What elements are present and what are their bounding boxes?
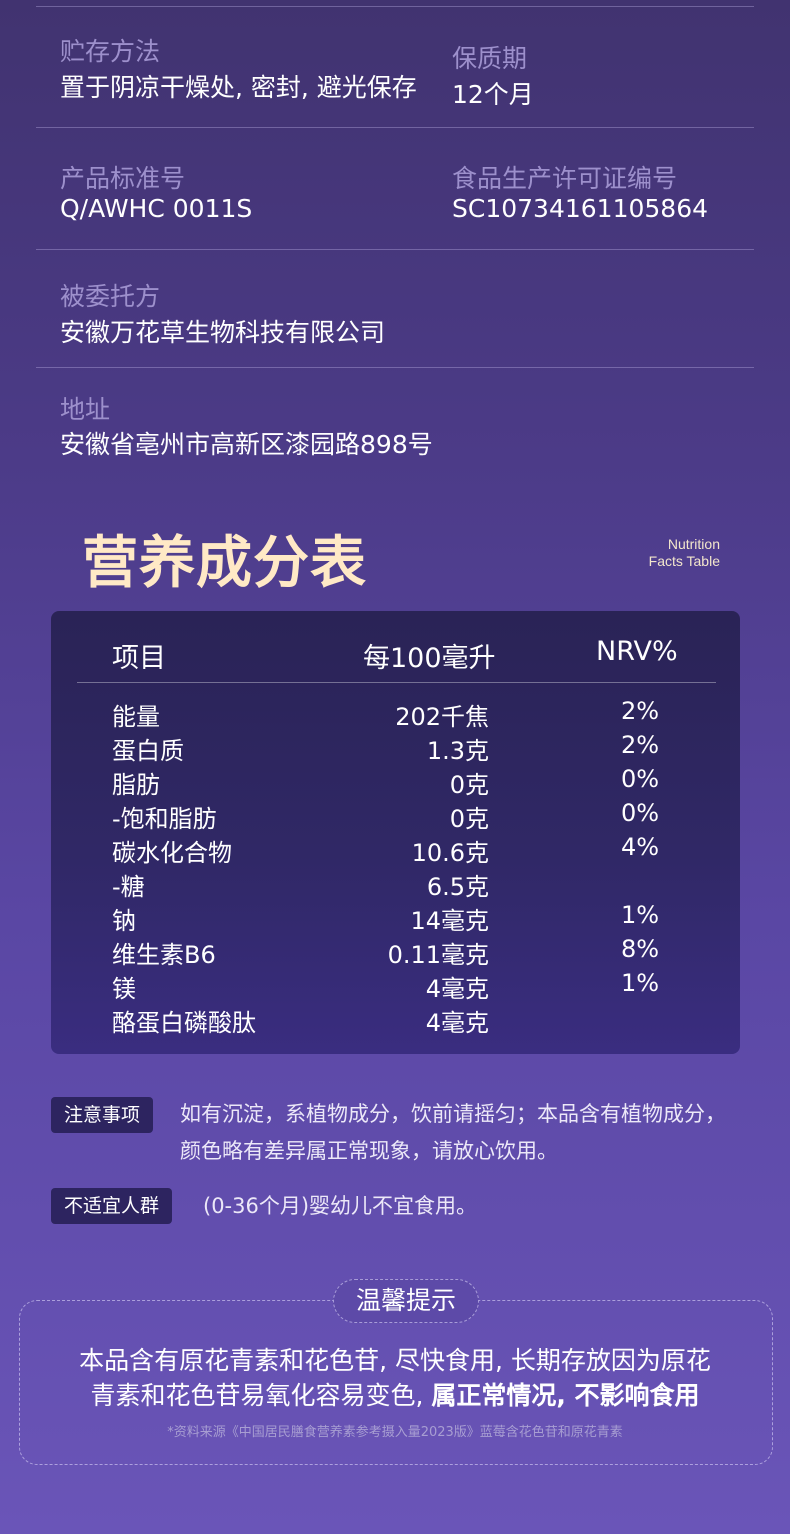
row-item: -饱和脂肪	[112, 805, 217, 833]
row-nrv: 4%	[620, 833, 660, 861]
license-value: SC10734161105864	[452, 194, 709, 223]
caution-tag: 注意事项	[51, 1097, 154, 1133]
table-row: 碳水化合物 10.6克 4%	[0, 833, 790, 867]
address-label: 地址	[60, 395, 111, 424]
row-item: 钠	[112, 907, 136, 935]
row-item: 维生素B6	[112, 941, 216, 969]
entrusted-label: 被委托方	[60, 282, 161, 311]
row-nrv: 2%	[620, 731, 660, 759]
license-label: 食品生产许可证编号	[452, 164, 678, 193]
shelf-life-value: 12个月	[452, 80, 534, 109]
unsuitable-tag: 不适宜人群	[51, 1188, 173, 1224]
caution-line-1: 如有沉淀，系植物成分，饮前请摇匀；本品含有植物成分，	[180, 1102, 726, 1126]
table-row: 能量 202千焦 2%	[0, 697, 790, 731]
table-row: 镁 4毫克 1%	[0, 969, 790, 1003]
table-row: -糖 6.5克	[0, 867, 790, 901]
caution-line-2: 颜色略有差异属正常现象，请放心饮用。	[180, 1139, 558, 1163]
address-value: 安徽省亳州市高新区漆园路898号	[60, 430, 433, 459]
nutrition-subtitle-line1: Nutrition	[667, 536, 720, 552]
row-item: 碳水化合物	[112, 839, 232, 867]
storage-label: 贮存方法	[60, 37, 161, 66]
row-amount: 4毫克	[425, 1009, 489, 1037]
row-nrv: 0%	[620, 799, 660, 827]
tip-line-2: 青素和花色苷易氧化容易变色, 属正常情况, 不影响食用	[0, 1376, 790, 1412]
divider	[36, 127, 754, 128]
row-nrv: 1%	[620, 901, 660, 929]
table-row: 蛋白质 1.3克 2%	[0, 731, 790, 765]
shelf-life-label: 保质期	[452, 44, 528, 73]
row-amount: 4毫克	[425, 975, 489, 1003]
nutrition-title: 营养成分表	[82, 531, 367, 596]
tip-line-2-bold: 属正常情况, 不影响食用	[431, 1381, 700, 1410]
table-row: 钠 14毫克 1%	[0, 901, 790, 935]
row-amount: 10.6克	[411, 839, 489, 867]
row-item: 能量	[112, 703, 160, 731]
row-item: 酪蛋白磷酸肽	[112, 1009, 256, 1037]
row-amount: 0克	[449, 805, 489, 833]
header-amount: 每100毫升	[363, 643, 496, 674]
row-item: 脂肪	[112, 771, 160, 799]
divider	[36, 249, 754, 250]
tip-line-2-normal: 青素和花色苷易氧化容易变色,	[90, 1381, 432, 1410]
storage-value: 置于阴凉干燥处, 密封, 避光保存	[60, 73, 417, 102]
header-nrv: NRV%	[596, 636, 678, 667]
table-row: 脂肪 0克 0%	[0, 765, 790, 799]
row-item: 蛋白质	[112, 737, 184, 765]
header-item: 项目	[112, 643, 166, 674]
row-amount: 1.3克	[426, 737, 489, 765]
nutrition-subtitle: Nutrition Facts Table	[649, 536, 720, 570]
tip-source: *资料来源《中国居民膳食营养素参考摄入量2023版》蓝莓含花色苷和原花青素	[167, 1425, 623, 1440]
row-amount: 6.5克	[426, 873, 489, 901]
row-amount: 202千焦	[395, 703, 489, 731]
entrusted-value: 安徽万花草生物科技有限公司	[60, 318, 386, 347]
row-nrv: 2%	[620, 697, 660, 725]
divider	[36, 6, 754, 7]
header-divider	[77, 682, 716, 683]
row-nrv: 8%	[620, 935, 660, 963]
table-row: 酪蛋白磷酸肽 4毫克	[0, 1003, 790, 1037]
row-amount: 0克	[449, 771, 489, 799]
standard-label: 产品标准号	[60, 164, 186, 193]
divider	[36, 367, 754, 368]
table-row: -饱和脂肪 0克 0%	[0, 799, 790, 833]
table-row: 维生素B6 0.11毫克 8%	[0, 935, 790, 969]
tip-line-1: 本品含有原花青素和花色苷, 尽快食用, 长期存放因为原花	[79, 1346, 711, 1375]
row-item: -糖	[112, 873, 145, 901]
unsuitable-text: (0-36个月)婴幼儿不宜食用。	[203, 1194, 478, 1218]
nutrition-table	[51, 611, 740, 1054]
row-nrv: 1%	[620, 969, 660, 997]
row-amount: 0.11毫克	[387, 941, 489, 969]
row-nrv: 0%	[620, 765, 660, 793]
nutrition-subtitle-line2: Facts Table	[648, 553, 720, 569]
tip-title: 温馨提示	[333, 1279, 479, 1323]
row-amount: 14毫克	[410, 907, 489, 935]
standard-value: Q/AWHC 0011S	[60, 194, 253, 223]
row-item: 镁	[112, 975, 136, 1003]
